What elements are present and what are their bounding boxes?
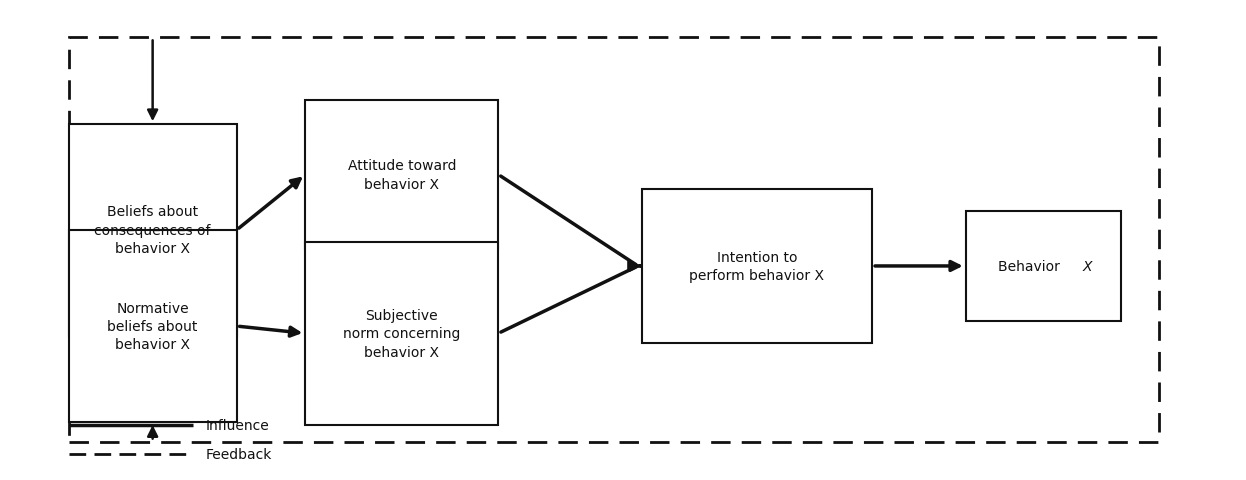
FancyBboxPatch shape xyxy=(69,125,237,336)
Text: Intention to
perform behavior X: Intention to perform behavior X xyxy=(689,250,825,283)
Text: Feedback: Feedback xyxy=(206,446,272,461)
Text: X: X xyxy=(1083,259,1091,274)
Text: Beliefs about
consequences of
behavior X: Beliefs about consequences of behavior X xyxy=(95,205,211,256)
Text: Influence: Influence xyxy=(206,418,269,432)
Text: Normative
beliefs about
behavior X: Normative beliefs about behavior X xyxy=(107,301,198,352)
FancyBboxPatch shape xyxy=(69,230,237,422)
FancyBboxPatch shape xyxy=(966,211,1121,322)
FancyBboxPatch shape xyxy=(642,190,872,343)
Text: Behavior: Behavior xyxy=(998,259,1064,274)
FancyBboxPatch shape xyxy=(305,101,498,250)
Text: Subjective
norm concerning
behavior X: Subjective norm concerning behavior X xyxy=(343,308,461,359)
Text: Attitude toward
behavior X: Attitude toward behavior X xyxy=(348,159,456,192)
FancyBboxPatch shape xyxy=(305,242,498,425)
